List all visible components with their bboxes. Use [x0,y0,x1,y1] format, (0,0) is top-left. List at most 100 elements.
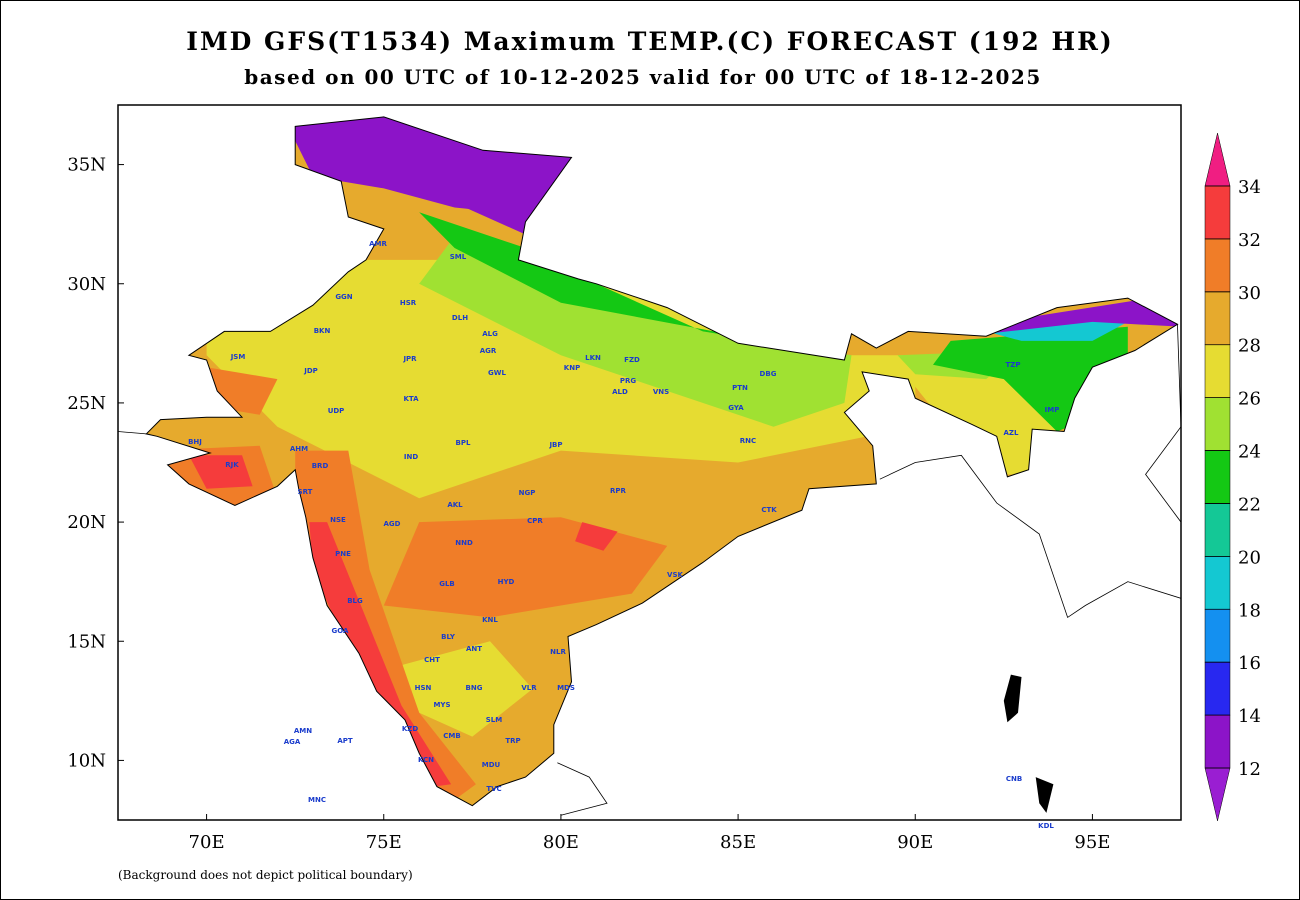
station-label: LKN [585,354,601,362]
y-tick-label: 30N [67,274,106,295]
station-label: IND [404,453,418,461]
station-label: AZL [1004,429,1019,437]
station-label: HYD [498,578,515,586]
station-label: GOA [332,627,350,635]
colorbar-box [1204,344,1231,398]
station-label: VSK [667,571,683,579]
subtitle: based on 00 UTC of 10-12-2025 valid for … [244,65,1042,89]
station-label: SRT [298,488,313,496]
colorbar-box [1204,503,1231,557]
station-label: KNP [564,364,580,372]
colorbar-label: 20 [1238,547,1261,568]
station-label: SLM [486,716,503,724]
x-tick-label: 95E [1074,832,1110,853]
station-label: TZP [1006,361,1021,369]
station-label: TRP [505,737,520,745]
temperature-zone [295,450,476,806]
india-outline [145,116,1179,807]
station-label: KZD [402,725,419,733]
station-label: AMN [294,727,312,735]
station-label: RJK [225,461,239,469]
colorbar-label: 34 [1238,177,1261,198]
station-label: NGP [519,489,536,497]
colorbar-label: 24 [1238,442,1261,463]
station-label: NLR [550,648,566,656]
station-label: PRG [620,377,637,385]
islands [1003,674,1054,813]
station-label: ALD [612,388,628,396]
colorbar-box [1204,238,1231,293]
station-label: AGA [284,738,301,746]
colorbar-box [1204,661,1231,716]
colorbar-label: 16 [1238,653,1261,674]
station-label: IMP [1045,406,1060,414]
station-label: UDP [328,407,345,415]
station-label: KCN [418,756,434,764]
station-label: NND [455,539,473,547]
station-label: SML [450,253,467,261]
y-tick-label: 25N [67,393,106,414]
station-label: VLR [521,684,537,692]
station-label: CTK [761,506,777,514]
station-label: JDP [303,367,318,375]
station-label: KNL [482,616,498,624]
station-label: PTN [732,384,748,392]
temperature-zone [419,212,792,346]
x-tick-label: 85E [720,832,756,853]
colorbar-label: 18 [1238,600,1261,621]
stations: AMR GGN HSR BKN DLH ALG JSM JDP JPR AGR LKN FZD PTN D… [188,240,1059,830]
y-tick-label: 10N [67,750,106,771]
station-label: NSE [330,516,346,524]
temperature-zone [188,455,253,489]
station-label: BNG [466,684,483,692]
station-label: TVC [486,785,501,793]
station-label: JBP [548,441,562,449]
station-label: BHJ [188,438,202,446]
station-label: CMB [443,732,460,740]
colorbar-box [1204,556,1231,610]
x-tick-label: 75E [366,832,402,853]
temperature-zone [968,293,1178,334]
station-label: ALG [482,330,498,338]
station-label: AHM [290,445,308,453]
station-label: GYA [728,404,744,412]
x-tick-label: 90E [897,832,933,853]
station-label: AMR [369,240,387,248]
map-frame [117,104,1182,821]
station-label: FZD [624,356,640,364]
y-tick-label: 35N [67,155,106,176]
station-label: BPL [456,439,471,447]
temperature-zone [206,259,916,499]
neighbour-coast [1145,324,1181,523]
station-label: VNS [653,388,669,396]
colorbar-label: 14 [1238,706,1261,727]
station-label: MNC [308,796,326,804]
station-label: DLH [452,314,468,322]
station-label: MDS [557,684,575,692]
station-label: BRD [312,462,329,470]
station-label: AGD [384,520,401,528]
colorbar-label: 12 [1238,759,1261,780]
station-label: AGR [480,347,497,355]
station-label: RNC [740,437,756,445]
station-label: PNE [335,550,351,558]
x-tick-label: 80E [543,832,579,853]
colorbar-label: 22 [1238,494,1261,515]
station-label: DBG [760,370,777,378]
colorbar-label: 26 [1238,389,1261,410]
temperature-zone [575,522,618,551]
station-label: APT [337,737,353,745]
x-tick-label: 70E [189,832,225,853]
y-tick-label: 20N [67,512,106,533]
station-label: RPR [610,487,627,495]
colorbar-box [1204,185,1231,240]
colorbar-box [1204,291,1231,345]
colorbar-label: 30 [1238,283,1261,304]
colorbar-label: 32 [1238,230,1261,251]
station-label: MYS [433,701,450,709]
station-label: MDU [482,761,501,769]
station-label: GLB [439,580,455,588]
colorbar-box [1204,609,1231,663]
station-label: BLY [441,633,456,641]
